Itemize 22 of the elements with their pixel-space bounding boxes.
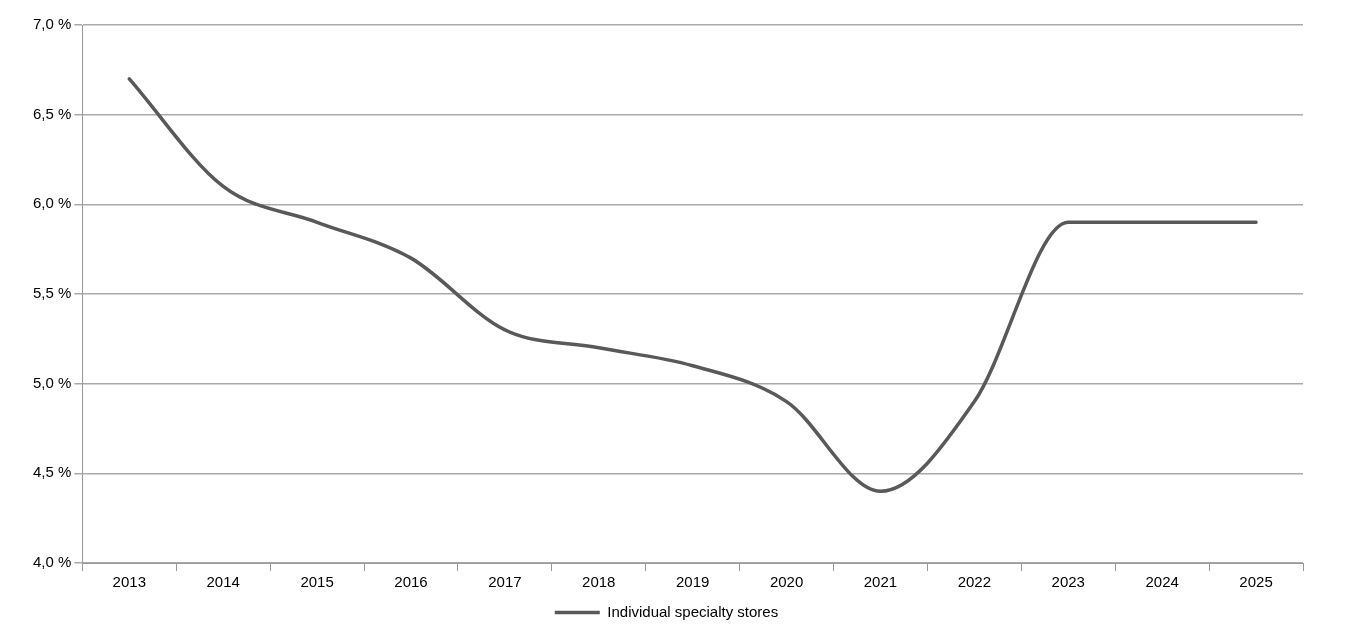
y-tick-label: 4,5 % [33, 463, 72, 481]
x-tick-label: 2023 [1051, 573, 1085, 591]
x-tick-label: 2025 [1239, 573, 1273, 591]
x-tick-label: 2013 [112, 573, 146, 591]
y-tick-label: 4,0 % [33, 553, 72, 571]
x-tick-label: 2019 [675, 573, 710, 591]
x-tick-label: 2014 [206, 573, 240, 591]
x-tick-label: 2021 [863, 573, 898, 591]
legend-label: Individual specialty stores [607, 602, 779, 620]
y-tick-label: 7,0 % [33, 15, 72, 33]
x-tick-label: 2024 [1145, 573, 1179, 591]
y-tick-label: 5,5 % [33, 284, 72, 302]
x-tick-label: 2015 [300, 573, 334, 591]
line-series [127, 77, 1258, 494]
y-tick-label: 6,0 % [33, 194, 72, 212]
x-tick-label: 2018 [582, 573, 616, 591]
x-tick-label: 2017 [488, 573, 522, 591]
y-tick-label: 6,5 % [33, 104, 72, 122]
y-tick-label: 5,0 % [33, 373, 72, 391]
x-tick-label: 2022 [957, 573, 992, 591]
x-tick-label: 2020 [769, 573, 804, 591]
x-tick-label: 2016 [394, 573, 428, 591]
